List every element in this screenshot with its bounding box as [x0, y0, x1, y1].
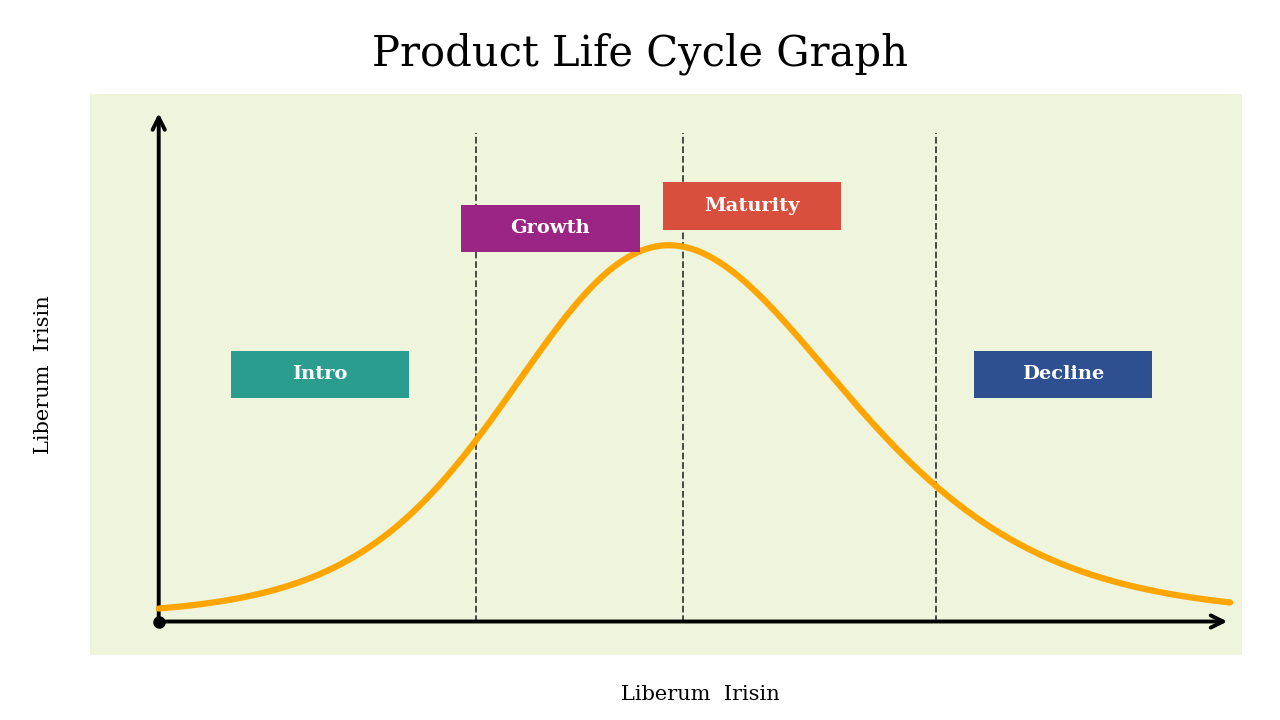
- FancyBboxPatch shape: [230, 351, 410, 398]
- FancyBboxPatch shape: [974, 351, 1152, 398]
- Text: Intro: Intro: [292, 365, 348, 383]
- FancyBboxPatch shape: [461, 204, 640, 252]
- Text: Decline: Decline: [1021, 365, 1105, 383]
- Text: Liberum  Irisin: Liberum Irisin: [621, 685, 780, 704]
- Text: Product Life Cycle Graph: Product Life Cycle Graph: [372, 32, 908, 76]
- FancyBboxPatch shape: [663, 182, 841, 230]
- Text: Maturity: Maturity: [704, 197, 800, 215]
- Text: Liberum  Irisin: Liberum Irisin: [35, 295, 52, 454]
- Text: Growth: Growth: [511, 220, 590, 238]
